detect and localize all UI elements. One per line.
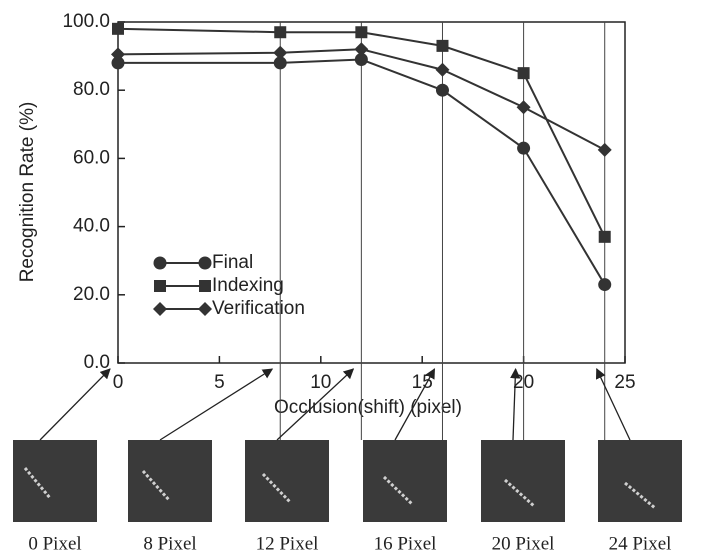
x-tick-label: 25 (614, 372, 635, 393)
point (435, 83, 449, 97)
y-tick-label: 20.0 (73, 284, 110, 305)
series-line (117, 27, 606, 238)
panel: 20 Pixel (481, 440, 565, 554)
legend-marker (198, 256, 212, 270)
panel-arrow (394, 368, 436, 441)
point (111, 56, 125, 70)
point (598, 230, 611, 243)
point (435, 62, 450, 77)
panel: 24 Pixel (598, 440, 682, 554)
point (598, 278, 612, 292)
panel-streak (382, 475, 414, 506)
panel-arrow (595, 368, 631, 441)
y-tick-label: 0.0 (84, 352, 110, 373)
panel: 12 Pixel (245, 440, 329, 554)
x-tick-label: 10 (310, 372, 331, 393)
panel-streak (261, 472, 292, 504)
y-tick-label: 60.0 (73, 147, 110, 168)
panel-image (245, 440, 329, 522)
panel: 16 Pixel (363, 440, 447, 554)
panel-label: 20 Pixel (492, 533, 555, 554)
panel-streak (23, 467, 52, 499)
panel-image (128, 440, 212, 522)
y-axis-label: Recognition Rate (%) (17, 102, 38, 283)
series-line (117, 48, 606, 151)
series-line (118, 58, 606, 286)
legend-marker (154, 280, 166, 292)
point (111, 47, 125, 62)
point (597, 142, 612, 157)
point (274, 26, 287, 39)
legend-label: Indexing (212, 275, 284, 296)
panel-label: 16 Pixel (374, 533, 437, 554)
y-tick-label: 100.0 (62, 11, 110, 32)
point (354, 42, 369, 57)
point (517, 141, 531, 155)
y-tick-label: 40.0 (73, 216, 110, 237)
panel-arrow (159, 368, 274, 441)
point (516, 100, 531, 115)
point (354, 53, 368, 67)
panel-streak (624, 481, 656, 510)
panel-arrow (39, 368, 111, 441)
legend-marker (153, 256, 167, 270)
x-axis-label: Occlusion(shift) (pixel) (274, 397, 462, 418)
point (273, 56, 287, 70)
panel-image (598, 440, 682, 522)
panel: 8 Pixel (128, 440, 212, 554)
panel-label: 0 Pixel (28, 533, 81, 554)
legend-marker (153, 302, 167, 316)
x-tick-label: 5 (214, 372, 225, 393)
panel-arrow (510, 367, 521, 441)
point (517, 67, 530, 80)
legend-marker (199, 280, 211, 292)
panel-streak (141, 469, 171, 502)
panel-image (481, 440, 565, 522)
panel-streak (503, 478, 536, 508)
panel: 0 Pixel (13, 440, 97, 554)
panel-image (13, 440, 97, 522)
point (355, 26, 368, 39)
panel-label: 8 Pixel (143, 533, 196, 554)
point (273, 45, 288, 60)
panel-label: 12 Pixel (256, 533, 319, 554)
plot-frame (117, 21, 626, 364)
point (112, 22, 124, 35)
x-tick-label: 0 (113, 372, 124, 393)
panel-arrow (276, 368, 355, 441)
panel-image (363, 440, 447, 522)
y-tick-label: 80.0 (73, 79, 110, 100)
legend-label: Final (212, 252, 253, 273)
legend-label: Verification (212, 298, 305, 319)
legend-marker (198, 302, 212, 316)
point (436, 39, 449, 52)
panel-label: 24 Pixel (609, 533, 672, 554)
